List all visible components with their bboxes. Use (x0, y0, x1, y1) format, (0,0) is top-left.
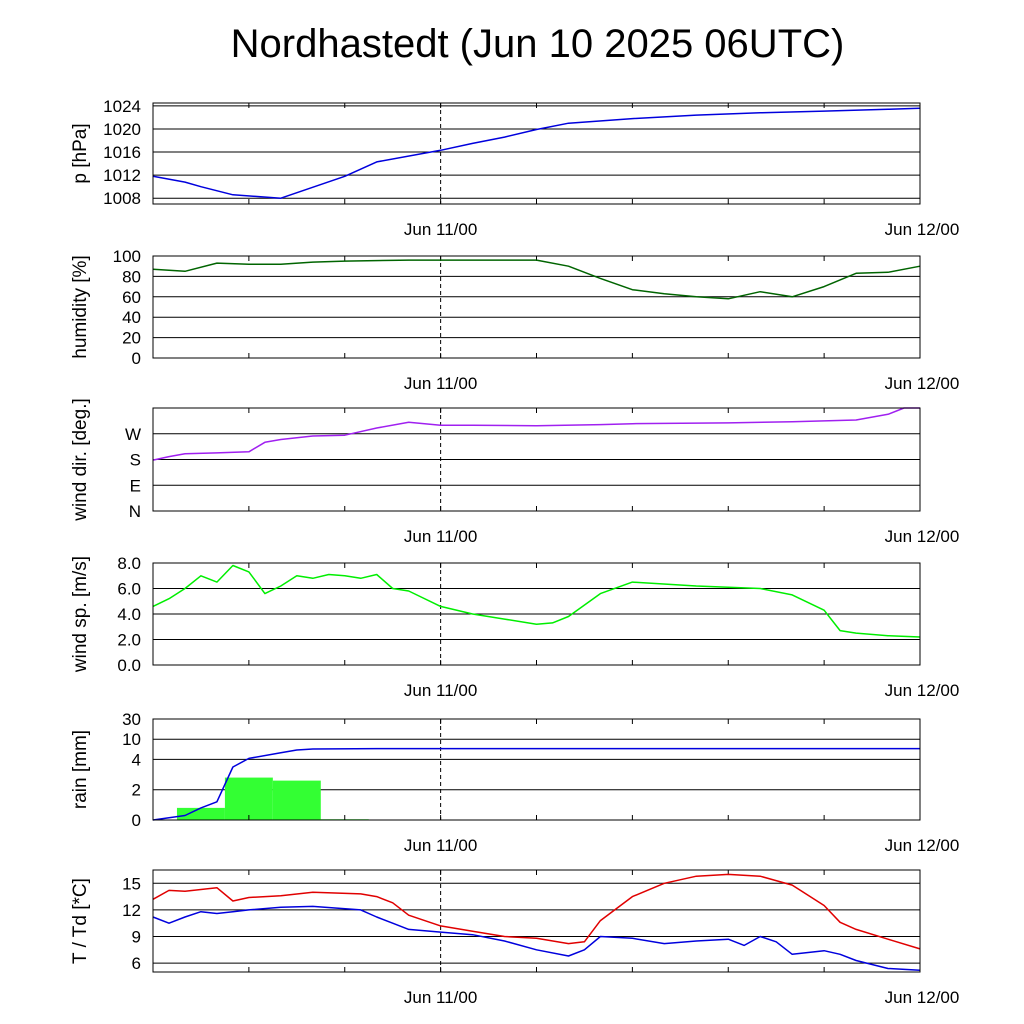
y-tick-label: 0 (132, 349, 141, 368)
x-tick-label: Jun 11/00 (404, 836, 477, 855)
y-tick-label: 40 (122, 308, 141, 327)
y-tick-label: 6 (132, 954, 141, 973)
y-tick-label: 10 (122, 730, 141, 749)
y-tick-label: 1024 (103, 97, 141, 116)
plot-frame (152, 255, 921, 359)
y-axis-label: p [hPa] (70, 123, 91, 183)
x-tick-label: Jun 11/00 (404, 527, 477, 546)
x-tick-label: Jun 12/00 (885, 681, 960, 700)
y-tick-label: 1008 (103, 189, 141, 208)
plot-frame (152, 102, 921, 205)
rain-bar (272, 780, 321, 820)
y-tick-label: 1012 (103, 166, 141, 185)
dewpoint-line (152, 905, 921, 971)
rain-total-line (152, 747, 920, 821)
y-tick-label: 100 (113, 247, 141, 266)
chart-title: Nordhastedt (Jun 10 2025 06UTC) (230, 22, 845, 66)
pressure-line (152, 107, 921, 199)
y-tick-label: 4.0 (117, 605, 141, 624)
x-tick-label: Jun 11/00 (404, 220, 477, 239)
temperature-dewpoint-panel: 6 9 12 15 Jun 11/00 Jun 12/00 T / Td [*C] (70, 869, 960, 1007)
y-tick-label: 30 (122, 710, 141, 729)
y-tick-label: 8.0 (117, 554, 141, 573)
humidity-line (152, 259, 921, 300)
x-tick-label: Jun 12/00 (885, 527, 960, 546)
x-tick-label: Jun 11/00 (404, 681, 477, 700)
y-tick-label: 9 (132, 928, 141, 947)
x-tick-label: Jun 12/00 (885, 374, 960, 393)
plot-frame (152, 562, 921, 666)
x-tick-label: Jun 11/00 (404, 374, 477, 393)
y-tick-label: W (125, 425, 141, 444)
y-tick-label: S (130, 451, 141, 470)
y-tick-label: 20 (122, 329, 141, 348)
y-tick-label: 1016 (103, 143, 141, 162)
rain-bar (224, 777, 273, 820)
y-tick-label: 12 (122, 901, 141, 920)
y-tick-label: E (130, 476, 141, 495)
y-tick-label: 0.0 (117, 656, 141, 675)
temperature-line (152, 873, 921, 950)
wind-speed-panel: 0.0 2.0 4.0 6.0 8.0 Jun 11/00 Jun 12/00 wind sp… (70, 554, 959, 700)
plot-frame (152, 718, 921, 821)
y-tick-label: 1020 (103, 120, 141, 139)
y-tick-label: 2.0 (117, 631, 141, 650)
y-tick-label: N (129, 502, 141, 521)
y-axis-label: wind sp. [m/s] (70, 556, 91, 673)
rain-bar (176, 807, 225, 820)
y-axis-label: rain [mm] (70, 730, 91, 809)
plot-frame (152, 869, 921, 973)
y-axis-label: T / Td [*C] (70, 878, 91, 964)
y-tick-label: 4 (132, 750, 141, 769)
x-tick-label: Jun 12/00 (885, 836, 960, 855)
y-tick-label: 60 (122, 288, 141, 307)
wind-direction-line (152, 407, 920, 461)
y-tick-label: 80 (122, 267, 141, 286)
x-tick-label: Jun 11/00 (404, 988, 477, 1007)
plot-frame (152, 407, 921, 512)
wind-speed-line (152, 564, 921, 638)
x-tick-label: Jun 12/00 (885, 220, 960, 239)
y-tick-label: 2 (132, 781, 141, 800)
y-tick-label: 15 (122, 874, 141, 893)
y-tick-label: 6.0 (117, 580, 141, 599)
y-tick-label: 0 (132, 811, 141, 830)
pressure-panel: 1008 1012 1016 1020 1024 Jun 11/00 Jun 12/00 p … (70, 97, 959, 239)
y-axis-label: wind dir. [deg.] (70, 398, 91, 522)
x-tick-label: Jun 12/00 (885, 988, 960, 1007)
y-axis-label: humidity [%] (70, 255, 91, 358)
